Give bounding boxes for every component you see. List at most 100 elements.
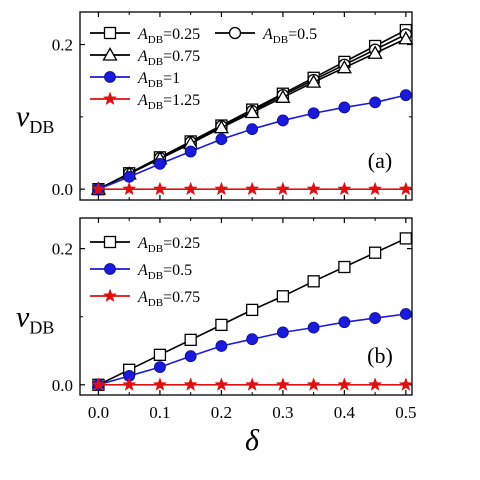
x-tick-label: 0.2 (211, 403, 232, 422)
data-point (276, 326, 289, 339)
legend-label: ADB=1 (137, 70, 180, 90)
y-axis-label-subscript: DB (29, 117, 54, 137)
data-point (122, 377, 137, 391)
y-tick-label: 0.0 (52, 376, 73, 395)
legend-label-symbol: A (137, 235, 148, 252)
data-point (152, 181, 168, 196)
legend-label-value: =0.25 (163, 26, 200, 43)
data-point (307, 107, 320, 120)
legend-label-value: =0.75 (163, 289, 200, 306)
legend-marker (102, 91, 118, 106)
x-tick-label: 0.1 (149, 403, 170, 422)
data-point (244, 104, 260, 119)
data-point (338, 316, 351, 329)
data-point (275, 377, 291, 391)
legend-label-value: =1 (163, 70, 180, 87)
legend-label-symbol: A (137, 48, 148, 65)
x-axis-label: δ (245, 424, 260, 457)
data-point (244, 181, 260, 196)
data-point (154, 157, 166, 170)
data-point (184, 333, 197, 347)
data-point (306, 74, 322, 88)
x-tick-label: 0.5 (395, 403, 416, 422)
legend-label-symbol: A (137, 70, 148, 87)
data-point (183, 181, 198, 196)
data-point (307, 321, 320, 334)
legend-label-subscript: DB (148, 270, 163, 282)
data-point (367, 181, 383, 196)
data-point (246, 123, 259, 136)
data-point (91, 181, 106, 196)
data-point (123, 170, 136, 183)
data-point (246, 333, 259, 346)
y-tick-label: 0.0 (52, 180, 73, 199)
legend-label: ADB=0.75 (137, 289, 200, 309)
data-point (215, 340, 228, 352)
data-point (214, 377, 229, 391)
data-point (245, 303, 259, 317)
data-point (184, 145, 197, 158)
legend-label-symbol: A (137, 289, 148, 306)
data-point (91, 377, 106, 391)
data-point (215, 133, 228, 146)
data-point (399, 308, 412, 320)
legend-label: ADB=0.25 (137, 26, 200, 46)
panel-b: 0.0 0.1 0.2 0.3 0.4 0.50.00.2vDB(b)ADB=0.25AD… (16, 217, 416, 422)
data-point (398, 30, 414, 45)
data-point (367, 45, 383, 59)
data-point (244, 377, 260, 391)
legend-label-subscript: DB (148, 34, 163, 46)
data-point (369, 96, 382, 109)
x-tick-label: 0.4 (334, 403, 356, 422)
data-point (398, 377, 414, 391)
data-point (337, 377, 352, 391)
data-point (338, 101, 351, 114)
data-point (154, 361, 166, 373)
legend-marker (103, 235, 117, 249)
data-point (275, 181, 291, 196)
legend-label-value: =0.25 (163, 235, 200, 252)
data-point (213, 119, 230, 134)
legend-label-subscript: DB (273, 34, 288, 46)
legend-label-subscript: DB (148, 297, 163, 309)
legend-marker (103, 26, 117, 40)
data-point (369, 312, 382, 324)
panel-label: (b) (367, 343, 393, 368)
legend-marker (102, 47, 118, 61)
data-point (215, 318, 228, 332)
legend-marker (104, 71, 116, 83)
x-tick-label: 0.3 (272, 403, 293, 422)
legend-label-value: =0.5 (163, 262, 192, 279)
legend-label-subscript: DB (148, 78, 163, 90)
data-point (398, 181, 414, 196)
legend-label: ADB=1.25 (137, 92, 200, 112)
panel-label: (a) (368, 148, 392, 173)
legend-label: ADB=0.75 (137, 48, 200, 68)
data-point (152, 377, 168, 391)
legend-marker (228, 26, 242, 40)
legend-marker (102, 288, 118, 303)
legend-label: ADB=0.5 (262, 26, 317, 46)
legend-label-value: =0.5 (288, 26, 317, 43)
data-point (122, 181, 137, 196)
data-point (338, 260, 351, 274)
data-point (153, 348, 167, 361)
legend-label-subscript: DB (148, 100, 163, 112)
legend-label-value: =0.75 (163, 48, 200, 65)
data-point (399, 89, 412, 102)
y-axis-label-subscript: DB (29, 318, 54, 338)
data-point (367, 377, 383, 391)
legend-label-subscript: DB (148, 243, 163, 255)
data-point (276, 290, 290, 303)
legend-label-symbol: A (137, 262, 148, 279)
data-point (275, 89, 291, 103)
data-point (184, 350, 197, 363)
legend-label-symbol: A (137, 92, 148, 109)
legend-label-value: =1.25 (163, 92, 200, 109)
legend-label-subscript: DB (148, 56, 163, 68)
legend-label-symbol: A (262, 26, 273, 43)
data-point (183, 377, 198, 391)
data-point (276, 114, 289, 127)
y-axis-label: vDB (16, 301, 54, 338)
